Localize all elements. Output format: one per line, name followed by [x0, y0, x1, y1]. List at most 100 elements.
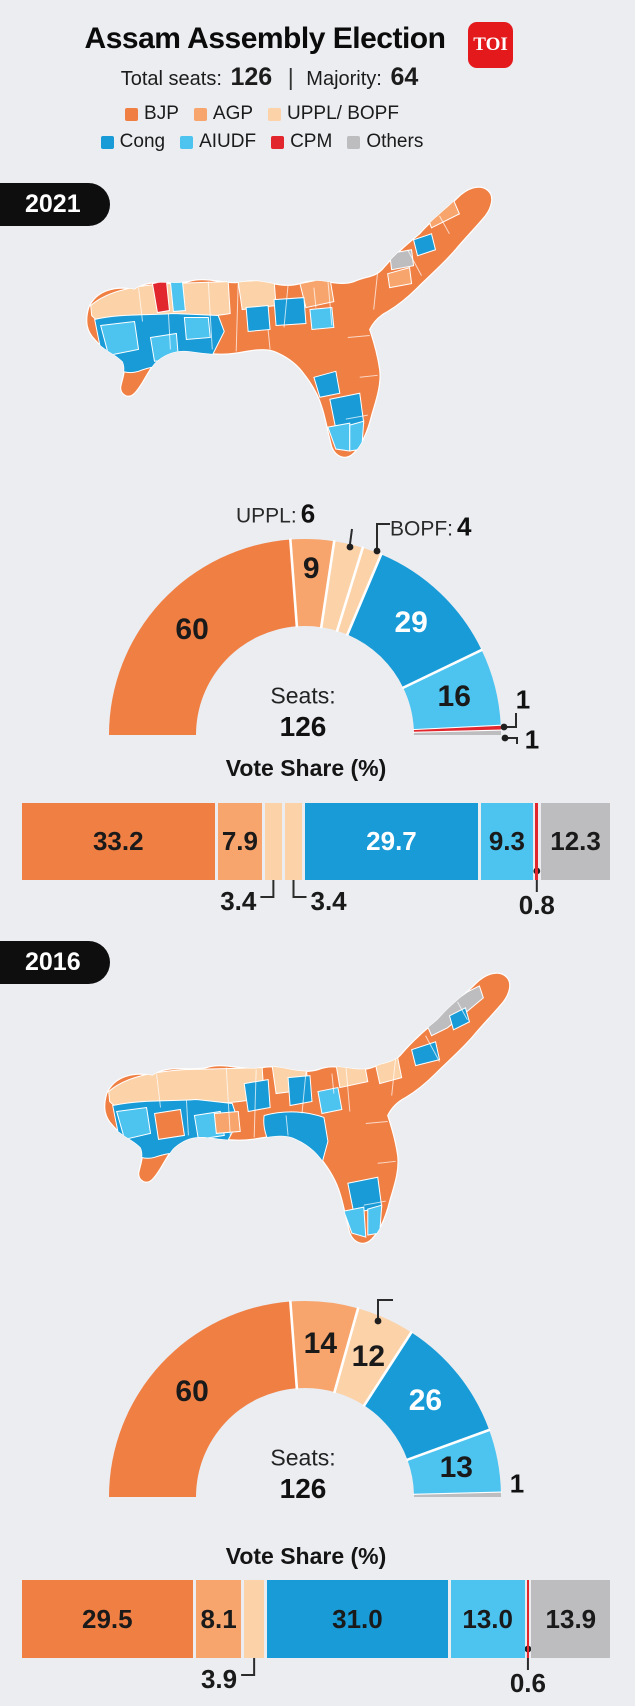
donut-callout-value-2016-Others: 1 [509, 1468, 525, 1499]
legend-item-BJP: BJP [125, 103, 179, 125]
legend-swatch-AGP [193, 107, 207, 121]
map-region-AIUDF [343, 1206, 367, 1238]
legend-row-2: Cong AIUDF CPM Others [0, 131, 524, 153]
subtitle: Total seats: 126 | Majority: 64 [0, 63, 542, 92]
donut-value-2021-AIUDF: 16 [437, 679, 471, 713]
donut-callout-value: 4 [457, 511, 472, 542]
bar-segment-2021-AGP [218, 803, 262, 880]
seats-center-value-2021: 126 [279, 711, 327, 742]
donut-callout-value-2021-Others: 1 [524, 724, 540, 755]
bar-value-2021-UPPL: 3.4 [310, 886, 347, 916]
map-region-AIUDF [327, 422, 351, 452]
callout-line [349, 528, 353, 545]
callout-line [504, 713, 517, 728]
callout-dot [374, 1317, 382, 1325]
legend-row-1: BJP AGP UPPL/ BOPF [0, 103, 524, 125]
bar-segment-2021-UPPL [284, 803, 303, 880]
donut-slice-2016-Others [413, 1492, 501, 1497]
map-region-AIUDF [309, 307, 335, 331]
bar-segment-2021-Others [540, 803, 611, 880]
legend-item-Others: Others [347, 131, 423, 153]
map-region-Cong [263, 1111, 329, 1167]
bar-value-2021-Cong: 29.7 [366, 826, 417, 856]
map-base-2016 [104, 972, 511, 1244]
map-region-AIUDF [349, 420, 365, 452]
bar-segment-2016-AGP [196, 1580, 242, 1658]
map-region-Cong [273, 297, 307, 327]
bar-segment-2021-CPM [535, 803, 539, 880]
bar-value-2021-Others: 12.3 [550, 826, 601, 856]
legend-label-CPM: CPM [290, 131, 333, 152]
map-borders-2021 [138, 215, 450, 420]
donut-value-2016-Cong: 26 [408, 1383, 443, 1417]
year-tag-2016-label: 2016 [25, 948, 81, 976]
seats-center-label-2016: Seats: [270, 1444, 336, 1471]
legend-label-BJP: BJP [144, 103, 179, 124]
year-tag-2021-label: 2021 [25, 190, 81, 218]
bar-value-2016-CPM: 0.6 [509, 1668, 546, 1698]
bar-value-2021-AGP: 7.9 [221, 826, 258, 856]
legend-swatch-Cong [100, 135, 114, 149]
subtitle-separator: | [287, 64, 294, 90]
map-region-Cong [245, 305, 271, 333]
bar-segment-2016-Cong [267, 1580, 448, 1658]
bar-value-2016-Cong: 31.0 [332, 1603, 383, 1634]
bar-value-2021-UPPL: 3.4 [220, 886, 257, 916]
map-region-AIUDF [367, 1204, 383, 1236]
bar-value-2016-UPPL: 3.9 [200, 1664, 238, 1694]
page-title: Assam Assembly Election [84, 22, 446, 55]
majority-label: Majority: [306, 68, 382, 90]
donut-value-2016-BJP: 60 [175, 1375, 209, 1409]
donut-callout-2021-2: UPPL: 6 [236, 499, 315, 530]
year-tag-2016: 2016 [0, 941, 110, 984]
legend-swatch-UPPL [268, 107, 282, 121]
bar-value-2021-AIUDF: 9.3 [488, 826, 525, 856]
map-region-Cong [448, 1007, 471, 1031]
bar-value-2021-CPM: 0.8 [518, 890, 555, 920]
bar-value-2016-AIUDF: 13.0 [462, 1603, 513, 1634]
legend-label-UPPL: UPPL/ BOPF [287, 103, 399, 124]
bar-segment-2021-AIUDF [480, 803, 533, 880]
legend-swatch-AIUDF [180, 135, 194, 149]
bar-segment-2016-UPPL [244, 1580, 265, 1658]
map-region-AIUDF [116, 1106, 152, 1140]
donut-callout-2021-3: BOPF: 4 [390, 512, 471, 543]
map-region-Cong [313, 370, 341, 398]
map-region-AIUDF [100, 320, 140, 356]
toi-logo-text: TOI [473, 34, 508, 55]
map-region-Cong [349, 223, 379, 259]
legend-item-CPM: CPM [271, 131, 332, 153]
map-region-AGP [387, 267, 413, 289]
donut-value-2021-Cong: 29 [394, 606, 428, 640]
bar-segment-2016-CPM [526, 1580, 529, 1658]
bar-value-2016-Others: 13.9 [545, 1603, 597, 1634]
vote-share-title-2016: Vote Share (%) [225, 1543, 387, 1569]
total-seats-label: Total seats: [120, 68, 222, 90]
donut-slice-2021-Others [413, 730, 501, 735]
donut-callout-value-2021-CPM: 1 [515, 684, 531, 715]
donut-callout-value: 6 [300, 498, 316, 529]
map-region-Others [389, 249, 415, 271]
donut-value-2016-UPPL: 12 [351, 1339, 386, 1373]
legend-item-AIUDF: AIUDF [180, 131, 256, 153]
bar-segment-2016-BJP [21, 1580, 194, 1658]
map-region-Cong [243, 1079, 271, 1113]
map-region-Cong [412, 233, 437, 257]
map-borders-2016 [156, 1001, 468, 1206]
callout-dot [500, 723, 508, 731]
callout-dot [373, 547, 381, 555]
legend-swatch-CPM [271, 135, 285, 149]
legend-item-Cong: Cong [100, 131, 165, 153]
map-region-AGP [213, 1110, 241, 1134]
donut-value-2016-AGP: 14 [303, 1326, 338, 1360]
bar-value-2016-AGP: 8.1 [200, 1603, 237, 1634]
map-region-AIUDF [149, 332, 179, 362]
map-region-Cong [287, 1075, 313, 1107]
legend-label-AIUDF: AIUDF [199, 131, 257, 152]
map-region-UPPL [237, 279, 277, 311]
donut-value-2021-AGP: 9 [302, 552, 320, 586]
assam-map-2016 [96, 966, 516, 1250]
donut-callout-label: BOPF: [390, 517, 454, 541]
seats-center-label-2021: Seats: [270, 682, 336, 709]
